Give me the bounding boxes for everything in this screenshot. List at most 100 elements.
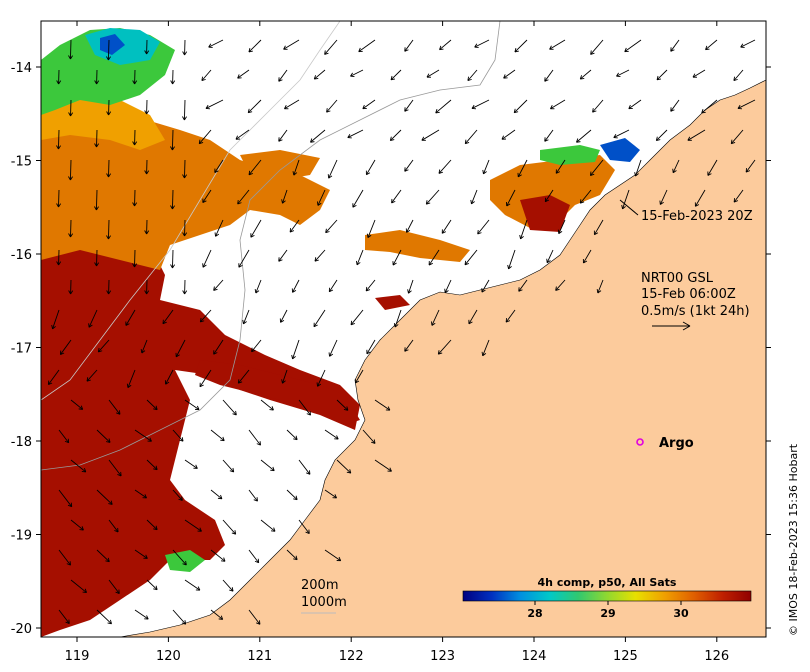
current-arrow — [202, 189, 212, 203]
sst-patch-ne-green — [540, 145, 600, 165]
current-arrow — [438, 159, 452, 174]
current-arrow — [210, 489, 223, 500]
current-arrow — [374, 399, 391, 411]
colorbar-tick-label: 30 — [673, 607, 689, 620]
current-arrow — [248, 39, 262, 53]
current-arrow — [579, 69, 592, 80]
current-arrow — [286, 549, 298, 561]
sst-patch-central-band — [195, 360, 360, 425]
lat-axis: -14 -15 -16 -17 -18 -19 -20 — [11, 61, 771, 637]
plot-frame — [40, 20, 767, 638]
current-arrow — [404, 39, 414, 52]
current-arrow — [68, 219, 74, 238]
current-arrow — [214, 219, 224, 237]
lon-tick-label: 119 — [65, 649, 90, 664]
current-arrow — [435, 99, 452, 114]
current-arrow — [182, 279, 188, 295]
current-arrow — [283, 39, 300, 50]
current-arrow — [289, 219, 300, 233]
current-arrow — [687, 129, 706, 141]
current-arrow — [132, 69, 138, 85]
current-arrow — [134, 549, 148, 559]
current-arrow — [579, 189, 592, 204]
current-arrow — [555, 279, 566, 291]
current-arrow — [132, 129, 138, 146]
current-arrow — [358, 39, 376, 53]
current-arrow — [503, 69, 516, 79]
current-arrow — [172, 429, 184, 442]
current-arrow — [393, 309, 402, 328]
current-arrow — [733, 69, 744, 82]
current-arrow — [428, 249, 440, 266]
sst-patch-ne-blue — [600, 138, 640, 162]
sst-patch-mid-orange-2 — [240, 150, 320, 180]
current-arrow — [707, 159, 718, 176]
current-arrow — [144, 39, 150, 55]
contour-1000-label: 1000m — [301, 595, 347, 610]
current-arrow — [70, 519, 84, 531]
sst-patch-blue-nw — [100, 34, 125, 55]
current-arrow — [106, 39, 111, 61]
current-arrow — [291, 339, 300, 360]
current-arrow — [184, 399, 200, 411]
current-arrow — [214, 159, 224, 173]
current-arrow — [365, 159, 376, 176]
contour-200-label: 200m — [301, 578, 338, 593]
current-arrow — [352, 189, 364, 208]
current-arrow — [431, 309, 440, 326]
current-arrow — [182, 159, 188, 179]
current-arrow — [106, 99, 112, 116]
lat-tick-label: -18 — [11, 435, 32, 450]
current-arrow — [589, 159, 604, 176]
colorbar-tick-label: 28 — [527, 607, 542, 620]
current-arrow — [404, 99, 414, 112]
current-arrow — [278, 69, 288, 82]
current-arrow — [656, 69, 668, 81]
sst-field — [41, 28, 640, 637]
current-arrow — [106, 219, 111, 240]
current-arrow — [70, 579, 87, 594]
current-arrow — [389, 129, 402, 142]
current-arrow — [286, 429, 298, 441]
current-arrow — [324, 489, 337, 499]
current-arrow — [94, 189, 99, 211]
current-arrow — [260, 519, 276, 532]
current-arrow — [392, 249, 402, 266]
current-arrow — [336, 459, 352, 474]
argo-marker[interactable] — [636, 438, 644, 446]
current-arrow — [404, 159, 414, 172]
current-arrow — [350, 309, 364, 326]
current-arrow — [86, 369, 98, 382]
current-arrow — [474, 39, 490, 48]
current-arrow — [464, 249, 478, 266]
current-arrow — [336, 399, 349, 411]
current-arrow — [507, 249, 516, 270]
current-arrow — [254, 279, 262, 294]
current-arrow — [146, 459, 158, 471]
current-arrow — [94, 249, 100, 267]
current-arrow — [316, 369, 326, 387]
lat-tick-label: -17 — [11, 342, 32, 357]
current-scale-label: 0.5m/s (1kt 24h) — [641, 304, 750, 319]
current-arrow — [248, 429, 261, 446]
current-arrow — [355, 249, 364, 266]
current-arrow — [162, 309, 174, 325]
current-arrow — [374, 459, 392, 472]
current-arrow — [58, 489, 73, 508]
current-arrow — [390, 69, 402, 81]
current-arrow — [701, 99, 718, 114]
current-arrow — [251, 339, 262, 353]
lon-axis: 119 120 121 122 123 124 125 126 — [65, 21, 729, 664]
current-arrow — [694, 189, 706, 207]
current-arrow — [170, 69, 176, 85]
current-arrow — [298, 519, 310, 534]
current-arrow — [88, 309, 98, 328]
current-arrow — [56, 69, 62, 85]
current-arrow — [745, 159, 756, 173]
lon-tick-label: 125 — [613, 649, 638, 664]
current-arrow — [593, 219, 604, 236]
contour-200m — [41, 21, 501, 471]
current-arrow — [544, 129, 554, 142]
lat-tick-label: -20 — [11, 622, 32, 637]
current-arrow — [549, 39, 566, 50]
